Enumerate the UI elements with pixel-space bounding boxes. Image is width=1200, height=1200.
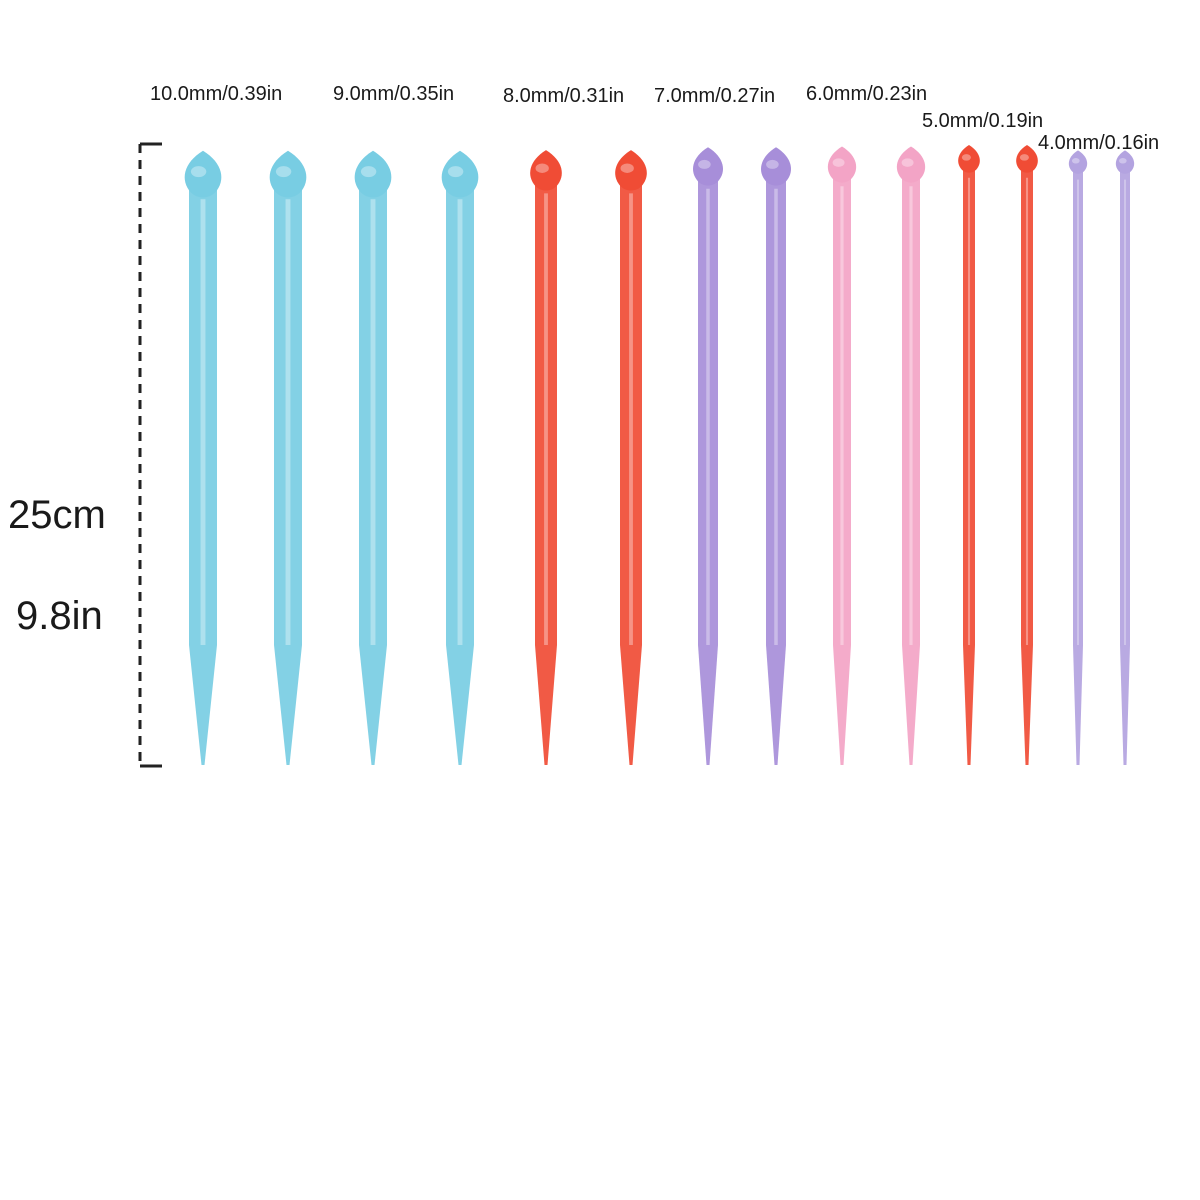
needle-1-0 xyxy=(354,150,392,765)
needle-head-shine xyxy=(447,166,464,178)
needle-shaft xyxy=(902,176,920,765)
needle-head xyxy=(269,150,307,198)
needle-head-shine xyxy=(1019,154,1029,161)
needle-head-shine xyxy=(961,154,971,161)
needle-shaft xyxy=(963,167,975,766)
needle-shaft xyxy=(766,178,786,766)
needle-head xyxy=(184,150,222,198)
needle-0-1 xyxy=(269,150,307,765)
needle-head-shine xyxy=(698,159,711,169)
needle-shaft xyxy=(698,178,718,766)
needle-set xyxy=(184,145,1135,766)
needle-1-1 xyxy=(441,150,479,765)
size-label-10mm: 10.0mm/0.39in xyxy=(150,83,283,105)
needle-head xyxy=(761,147,791,186)
needle-0-0 xyxy=(184,150,222,765)
needle-head-shine xyxy=(766,159,779,169)
needle-shaft xyxy=(274,189,302,765)
needle-head-shine xyxy=(535,163,549,173)
size-label-9mm: 9.0mm/0.35in xyxy=(333,83,455,105)
needle-head-shine xyxy=(1118,158,1127,164)
needle-head-shine xyxy=(620,163,634,173)
size-label-7mm: 7.0mm/0.27in xyxy=(654,85,776,107)
needle-head-shine xyxy=(190,166,207,178)
needle-head-shine xyxy=(360,166,377,178)
needle-3-1 xyxy=(761,147,791,766)
needle-head-shine xyxy=(275,166,292,178)
needle-head xyxy=(1068,150,1088,174)
needle-2-0 xyxy=(530,150,562,765)
size-label-5mm: 5.0mm/0.19in xyxy=(922,110,1044,132)
needle-4-0 xyxy=(827,146,857,765)
size-label-8mm: 8.0mm/0.31in xyxy=(503,85,625,107)
needle-6-1 xyxy=(1115,150,1135,766)
needle-head xyxy=(827,146,857,183)
needle-6-0 xyxy=(1068,150,1088,766)
needle-head xyxy=(958,145,980,173)
needle-shaft xyxy=(833,176,851,765)
needle-shaft xyxy=(1021,167,1033,766)
needle-5-1 xyxy=(1016,145,1038,766)
needle-head xyxy=(896,146,926,183)
dimension-bracket xyxy=(138,142,162,768)
needle-2-1 xyxy=(615,150,647,765)
needle-head xyxy=(615,150,647,191)
needle-head xyxy=(693,147,723,186)
needle-shaft xyxy=(535,183,557,765)
needle-shaft xyxy=(446,189,474,765)
needle-shaft xyxy=(189,189,217,765)
needle-head xyxy=(530,150,562,191)
size-label-6mm: 6.0mm/0.23in xyxy=(806,83,928,105)
needle-5-0 xyxy=(958,145,980,766)
needle-4-1 xyxy=(896,146,926,765)
needle-head-shine xyxy=(1071,158,1080,164)
needle-shaft xyxy=(1073,169,1083,766)
needle-head xyxy=(441,150,479,198)
needle-head xyxy=(1016,145,1038,173)
needle-shaft xyxy=(1120,169,1130,766)
needle-shaft xyxy=(359,189,387,765)
needle-head-shine xyxy=(901,158,914,167)
needle-head xyxy=(354,150,392,198)
needle-3-0 xyxy=(693,147,723,766)
size-label-4mm: 4.0mm/0.16in xyxy=(1038,132,1160,154)
needle-head-shine xyxy=(832,158,845,167)
length-in-label: 9.8in xyxy=(16,594,103,638)
needle-head xyxy=(1115,150,1135,174)
length-cm-label: 25cm xyxy=(8,493,106,537)
needle-shaft xyxy=(620,183,642,765)
